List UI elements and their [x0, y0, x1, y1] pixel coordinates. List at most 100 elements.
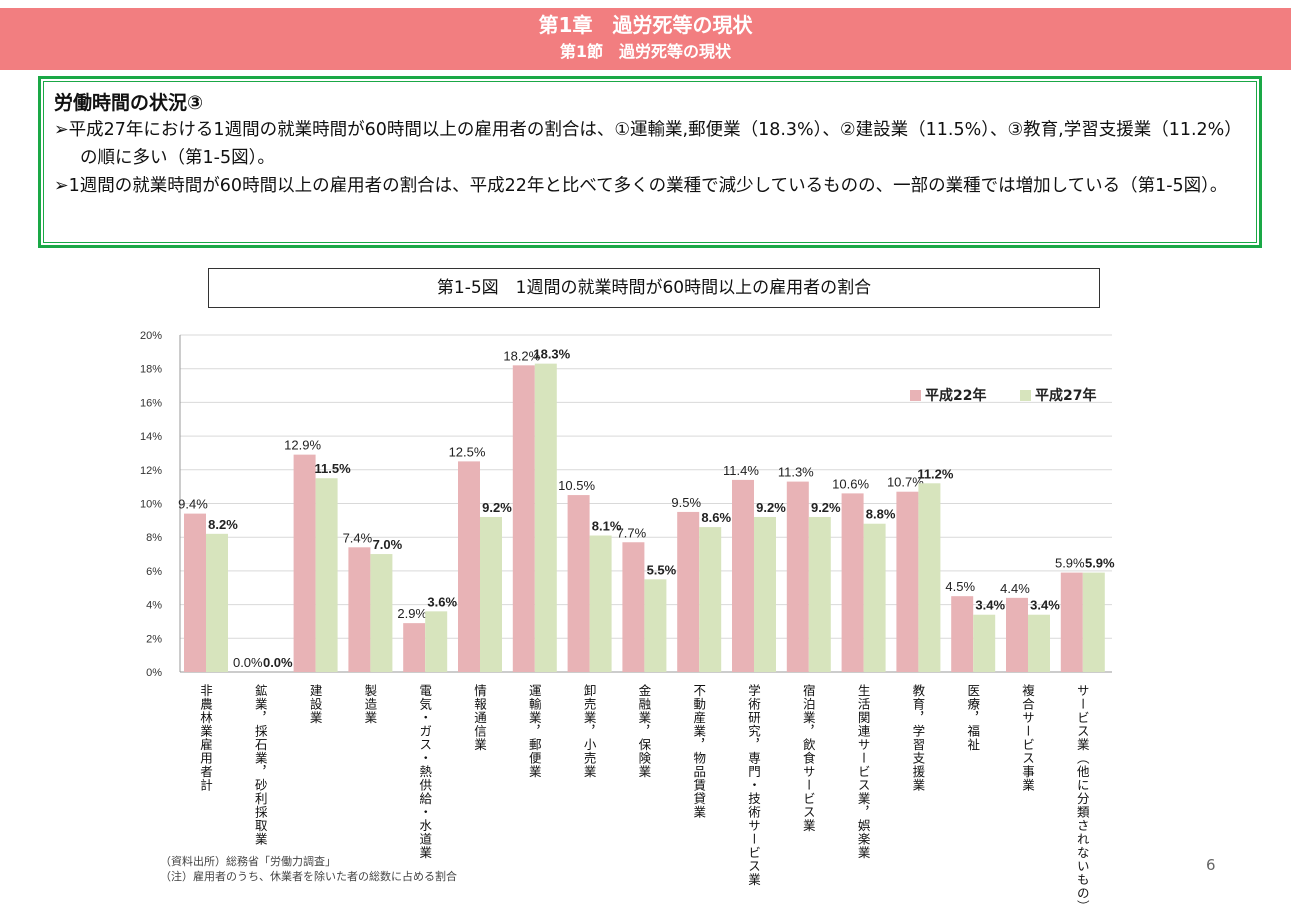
- data-label: 12.5%: [449, 444, 486, 459]
- y-tick-label: 4%: [146, 600, 162, 612]
- bar-平成27年: [754, 516, 776, 672]
- bar-平成27年: [480, 516, 502, 672]
- legend-label: 平成27年: [1035, 387, 1096, 404]
- y-tick-label: 10%: [140, 499, 162, 511]
- category-label: 運輸業，郵便業: [526, 684, 542, 779]
- summary-box: 労働時間の状況③ ➢平成27年における1週間の就業時間が60時間以上の雇用者の割…: [38, 76, 1262, 248]
- data-label: 9.2%: [482, 500, 512, 515]
- y-tick-label: 2%: [146, 633, 162, 645]
- bar-平成22年: [458, 461, 480, 672]
- data-label: 11.5%: [315, 461, 352, 476]
- bar-平成22年: [622, 542, 645, 672]
- data-label: 11.2%: [917, 466, 954, 481]
- category-label: 鉱業，採石業，砂利採取業: [252, 684, 268, 846]
- page-number: 6: [1206, 856, 1216, 874]
- data-label: 18.3%: [533, 347, 570, 362]
- data-label: 10.7%: [887, 475, 924, 490]
- data-label: 2.9%: [397, 606, 427, 621]
- category-label: 卸売業，小売業: [581, 684, 597, 779]
- data-label: 7.7%: [617, 525, 647, 540]
- data-label: 11.3%: [778, 465, 814, 480]
- bar-平成27年: [206, 533, 228, 672]
- data-label: 9.4%: [178, 497, 208, 512]
- bar-平成27年: [1082, 572, 1105, 672]
- data-label: 0.0%: [263, 655, 293, 670]
- bar-平成27年: [863, 523, 886, 672]
- category-label: 電気・ガス・熱供給・水道業: [417, 684, 433, 860]
- bar-平成22年: [677, 511, 700, 672]
- y-tick-label: 6%: [146, 566, 162, 578]
- data-label: 5.5%: [647, 562, 677, 577]
- bar-chart: 0% 2% 4% 6% 8% 10% 12% 14% 16% 18% 20% 9.4%8.2% 0.0%…: [140, 330, 1115, 679]
- data-label: 4.5%: [945, 579, 975, 594]
- y-tick-label: 8%: [146, 532, 162, 544]
- bar-平成22年: [841, 493, 864, 672]
- data-label: 0.0%: [233, 655, 263, 670]
- category-label: 複合サービス事業: [1020, 684, 1035, 792]
- category-label: サービス業（他に分類されないもの）: [1074, 684, 1090, 914]
- category-label: 生活関連サービス業，娯楽業: [855, 684, 871, 860]
- chapter-title: 第1章 過労死等の現状: [538, 13, 753, 37]
- data-label: 12.9%: [284, 438, 321, 453]
- data-label: 7.4%: [343, 530, 373, 545]
- legend-swatch: [1020, 390, 1031, 401]
- data-label: 3.6%: [427, 594, 457, 609]
- data-label: 10.6%: [832, 476, 869, 491]
- bar-平成22年: [184, 513, 206, 672]
- category-label: 不動産業，物品賃貸業: [691, 684, 707, 819]
- data-label: 11.4%: [723, 463, 759, 478]
- source-note: （資料出所）総務省「労働力調査」: [160, 855, 336, 868]
- bar-平成27年: [589, 535, 612, 672]
- bar-平成27年: [973, 614, 996, 672]
- data-label: 5.9%: [1085, 556, 1115, 571]
- bar-平成27年: [644, 579, 667, 672]
- summary-bullet: ➢1週間の就業時間が60時間以上の雇用者の割合は、平成22年と比べて多くの業種で…: [54, 176, 1228, 196]
- data-label: 8.6%: [701, 510, 731, 525]
- y-tick-label: 14%: [140, 431, 162, 443]
- bar-平成22年: [896, 491, 919, 672]
- category-label: 情報通信業: [472, 684, 487, 752]
- y-tick-label: 18%: [140, 364, 162, 376]
- data-label: 18.2%: [503, 348, 540, 363]
- bar-平成22年: [348, 547, 371, 672]
- bar-平成27年: [1028, 614, 1050, 672]
- slide-header: 第1章 過労死等の現状 第1節 過労死等の現状: [0, 8, 1291, 70]
- bar-平成22年: [786, 481, 809, 672]
- bar-平成22年: [403, 623, 426, 672]
- category-label: 非農林業雇用者計: [198, 684, 213, 792]
- legend-swatch: [910, 390, 921, 401]
- data-label: 9.2%: [811, 500, 841, 515]
- data-label: 7.0%: [373, 537, 403, 552]
- bar-平成27年: [808, 516, 831, 672]
- summary-heading: 労働時間の状況③: [54, 92, 204, 114]
- data-label: 9.5%: [671, 495, 701, 510]
- data-label: 8.8%: [866, 507, 896, 522]
- bar-平成22年: [567, 495, 590, 672]
- category-label: 学術研究，専門・技術サービス業: [746, 684, 761, 887]
- category-label: 建設業: [307, 684, 323, 725]
- category-label: 教育，学習支援業: [910, 684, 926, 792]
- bar-平成27年: [425, 611, 448, 672]
- data-label: 3.4%: [1030, 598, 1060, 613]
- bar-平成22年: [732, 479, 754, 672]
- data-label: 8.2%: [208, 517, 238, 532]
- category-label: 製造業: [362, 684, 378, 725]
- bar-平成22年: [1060, 572, 1083, 672]
- category-label: 医療，福祉: [965, 684, 981, 752]
- y-tick-label: 12%: [140, 465, 162, 477]
- category-label: 宿泊業，飲食サービス業: [800, 684, 816, 833]
- bar-平成22年: [512, 365, 535, 672]
- y-tick-label: 16%: [140, 397, 162, 409]
- y-tick-label: 20%: [140, 330, 162, 342]
- y-tick-label: 0%: [146, 667, 162, 679]
- bar-平成27年: [315, 478, 338, 672]
- bar-平成22年: [951, 596, 974, 672]
- section-title: 第1節 過労死等の現状: [559, 42, 732, 61]
- chart-title: 第1-5図 1週間の就業時間が60時間以上の雇用者の割合: [208, 268, 1100, 308]
- summary-bullet: ➢平成27年における1週間の就業時間が60時間以上の雇用者の割合は、①運輸業,郵…: [54, 120, 1242, 168]
- data-label: 5.9%: [1055, 556, 1085, 571]
- bar-平成22年: [1006, 597, 1028, 672]
- data-label: 10.5%: [558, 478, 595, 493]
- data-label: 4.4%: [1000, 581, 1030, 596]
- bar-平成27年: [699, 527, 722, 672]
